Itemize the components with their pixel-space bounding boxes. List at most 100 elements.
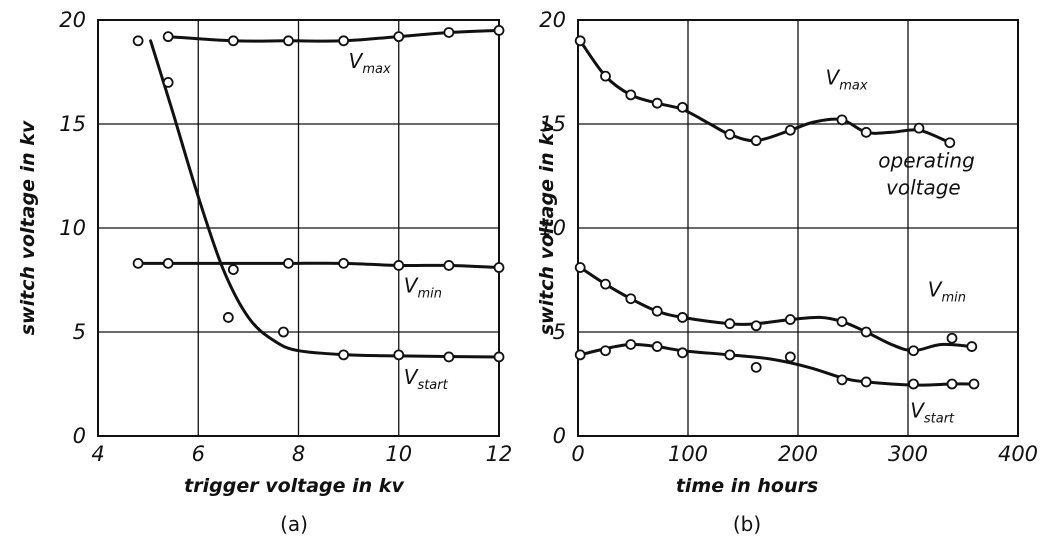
annotation-v-start: Vstart: [404, 365, 449, 393]
data-point-min: [132, 257, 144, 269]
data-point-max: [784, 124, 796, 136]
x-tick-label: 200: [778, 442, 818, 466]
data-point-start: [968, 378, 980, 390]
data-point-min: [227, 264, 239, 276]
x-tick-label: 0: [571, 442, 584, 466]
series-line-min: [578, 266, 974, 353]
data-point-start: [574, 349, 586, 361]
y-tick-label: 0: [553, 424, 566, 448]
y-tick-label: 5: [73, 320, 86, 344]
data-point-start: [651, 341, 663, 352]
y-tick-label: 20: [539, 8, 566, 32]
data-point-max: [393, 31, 405, 43]
data-point-min: [966, 341, 978, 352]
data-point-max: [227, 35, 239, 47]
y-tick-label: 15: [59, 112, 86, 136]
plot-frame: [577, 19, 1019, 437]
data-point-max: [443, 27, 455, 38]
x-tick-label: 400: [998, 442, 1038, 466]
annotation-v-min: Vmin: [928, 278, 966, 306]
annotation-label: voltage: [886, 176, 961, 200]
x-axis-label: trigger voltage in kv: [184, 475, 404, 497]
data-point-max: [750, 135, 762, 147]
data-point-max: [944, 137, 956, 149]
data-point-max: [493, 24, 505, 36]
panel-label: (b): [733, 512, 761, 536]
data-point-start: [677, 347, 688, 359]
x-tick-label: 8: [292, 442, 305, 466]
data-point-start: [946, 378, 958, 390]
data-point-max: [913, 122, 925, 134]
data-point-start: [338, 349, 350, 361]
data-point-max: [836, 114, 848, 126]
data-point-max: [677, 101, 688, 113]
data-point-start: [393, 349, 405, 361]
annotation-v-min: Vmin: [404, 273, 442, 301]
data-point-start: [132, 35, 144, 47]
data-point-start: [625, 339, 637, 350]
data-point-min: [784, 314, 796, 325]
panel-b: 0 100 200 300 400 0 5 10 15 20 Vmax Vmin Vstart opera…: [536, 8, 1038, 536]
x-tick-label: 12: [486, 442, 513, 466]
x-axis-label: time in hours: [676, 475, 818, 497]
data-point-min: [393, 260, 405, 271]
data-point-min: [724, 318, 736, 330]
data-point-start: [908, 378, 919, 390]
x-tick-label: 6: [192, 442, 205, 466]
data-point-min: [860, 326, 872, 338]
data-point-start: [600, 345, 611, 357]
data-point-min: [600, 278, 611, 290]
data-point-start: [860, 376, 872, 388]
data-point-start: [222, 312, 234, 323]
data-point-start: [443, 351, 455, 363]
y-tick-label: 10: [59, 216, 86, 240]
data-point-min: [625, 293, 637, 305]
data-point-min: [443, 260, 455, 271]
data-point-min: [836, 316, 848, 328]
panel-label: (a): [280, 512, 308, 536]
data-point-start: [162, 77, 174, 88]
data-point-max: [625, 89, 637, 101]
series-line-max: [578, 39, 952, 145]
y-axis-label: switch voltage in kv: [17, 120, 39, 335]
data-point-min: [283, 257, 294, 269]
data-point-max: [651, 97, 663, 109]
x-tick-label: 4: [91, 442, 104, 466]
plot-frame: [97, 19, 500, 437]
y-tick-label: 15: [539, 112, 566, 136]
data-point-start: [750, 361, 762, 373]
data-point-min: [908, 345, 919, 357]
data-point-start: [278, 326, 289, 338]
y-tick-label: 0: [73, 424, 86, 448]
y-tick-label: 5: [553, 320, 566, 344]
y-axis-label: switch voltage in kv: [536, 120, 558, 335]
data-point-max: [162, 31, 174, 43]
x-tick-label: 300: [888, 442, 928, 466]
data-point-min: [162, 257, 174, 269]
annotation-label: operating: [878, 149, 974, 173]
panel-a: 4 6 8 10 12 0 5 10 15 20 Vmax Vmin Vstart trigger vol…: [17, 8, 512, 536]
data-point-start: [784, 351, 796, 363]
x-tick-label: 10: [385, 442, 412, 466]
data-point-min: [750, 320, 762, 332]
data-point-start: [836, 374, 848, 386]
annotation-v-max: Vmax: [826, 65, 868, 93]
data-point-min: [574, 262, 586, 273]
data-point-start: [724, 349, 736, 361]
annotation-v-start: Vstart: [910, 398, 955, 426]
data-point-min: [338, 257, 350, 269]
data-point-max: [724, 128, 736, 140]
data-point-min: [946, 332, 958, 344]
data-point-min: [651, 305, 663, 317]
data-point-max: [574, 35, 586, 47]
data-point-max: [338, 35, 350, 47]
data-point-max: [600, 70, 611, 82]
data-point-min: [493, 262, 505, 273]
x-tick-label: 100: [668, 442, 708, 466]
y-tick-label: 20: [59, 8, 86, 32]
data-point-min: [677, 312, 688, 323]
data-point-max: [860, 126, 872, 138]
data-point-start: [493, 351, 505, 363]
series-line-start: [149, 39, 501, 359]
